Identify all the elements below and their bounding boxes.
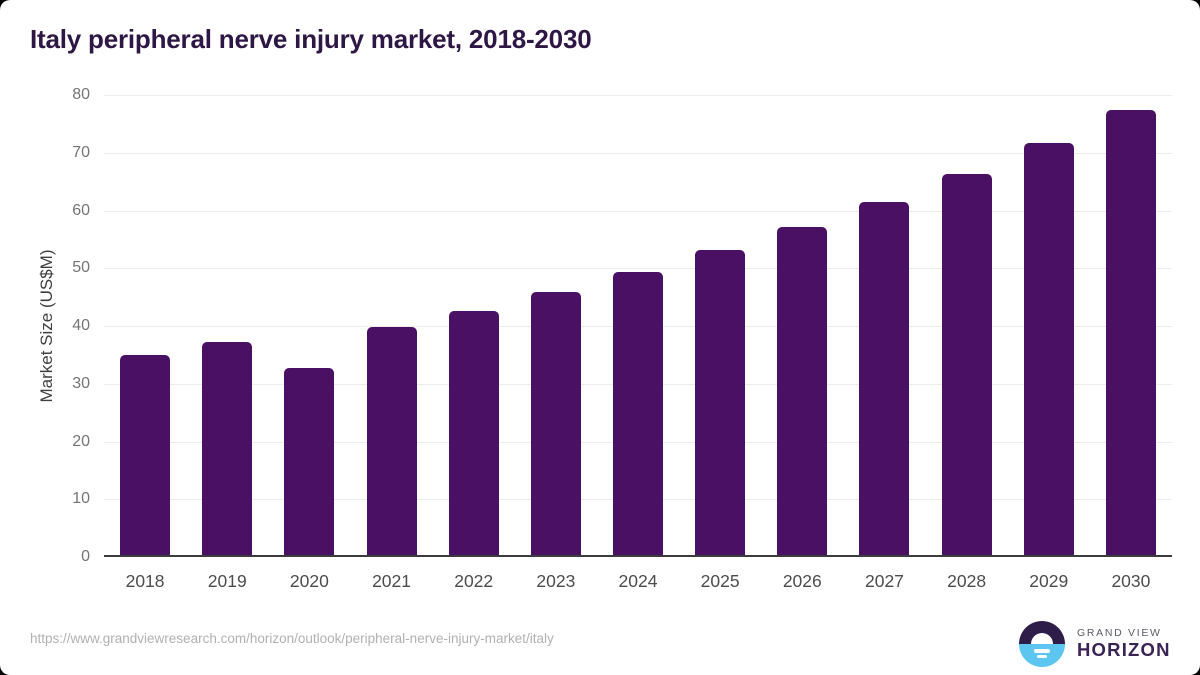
bar-2022 [448,310,499,555]
x-tick-label-2026: 2026 [782,571,822,591]
logo-text-grand-view: GRAND VIEW [1077,627,1162,639]
x-tick-label-2023: 2023 [536,571,576,591]
bar-2019 [202,341,253,555]
x-tick-label-2025: 2025 [700,571,740,591]
x-tick-label-2022: 2022 [454,571,494,591]
y-tick-label-40: 40 [72,317,90,334]
x-tick-label-2029: 2029 [1029,571,1069,591]
logo-sun [1031,633,1053,644]
y-tick-label-50: 50 [72,259,90,277]
bar-2029 [1023,143,1074,555]
gridline-50 [104,268,1172,270]
x-tick-label-2018: 2018 [125,571,165,591]
bar-2018 [120,355,171,555]
y-tick-label-20: 20 [72,432,90,450]
gridline-60 [104,210,1172,212]
x-tick-label-2021: 2021 [372,571,411,591]
logo-text-horizon: HORIZON [1077,639,1171,660]
gridline-70 [104,152,1172,154]
bar-2028 [941,173,992,555]
chart-title: Italy peripheral nerve injury market, 20… [30,24,592,54]
bar-2023 [530,292,581,555]
logo-sky [1019,621,1065,644]
y-tick-label-80: 80 [72,86,90,103]
bar-2026 [777,226,828,555]
x-tick-label-2027: 2027 [864,571,904,591]
bar-2027 [859,201,910,555]
y-tick-label-30: 30 [72,374,90,392]
bar-2030 [1105,110,1156,555]
y-tick-label-60: 60 [72,201,90,219]
horizon-sun-icon [1019,621,1065,667]
x-tick-label-2019: 2019 [207,571,247,591]
bar-2024 [613,272,663,555]
x-tick-label-2028: 2028 [947,571,987,591]
logo-reflection-2 [1037,655,1047,658]
source-url: https://www.grandviewresearch.com/horizo… [30,631,554,646]
gridline-80 [104,95,1172,96]
bar-2025 [695,250,746,555]
y-tick-label-10: 10 [72,490,90,508]
x-tick-label-2024: 2024 [618,571,658,591]
y-tick-label-0: 0 [81,548,90,565]
plot-area [104,95,1172,557]
bar-2020 [284,367,335,555]
grandview-horizon-logo: GRAND VIEW HORIZON [1019,621,1170,667]
y-tick-label-70: 70 [72,143,90,161]
x-tick-label-2030: 2030 [1111,571,1151,591]
x-tick-label-2020: 2020 [289,571,329,591]
logo-reflection-1 [1034,649,1050,653]
bar-2021 [366,327,417,555]
